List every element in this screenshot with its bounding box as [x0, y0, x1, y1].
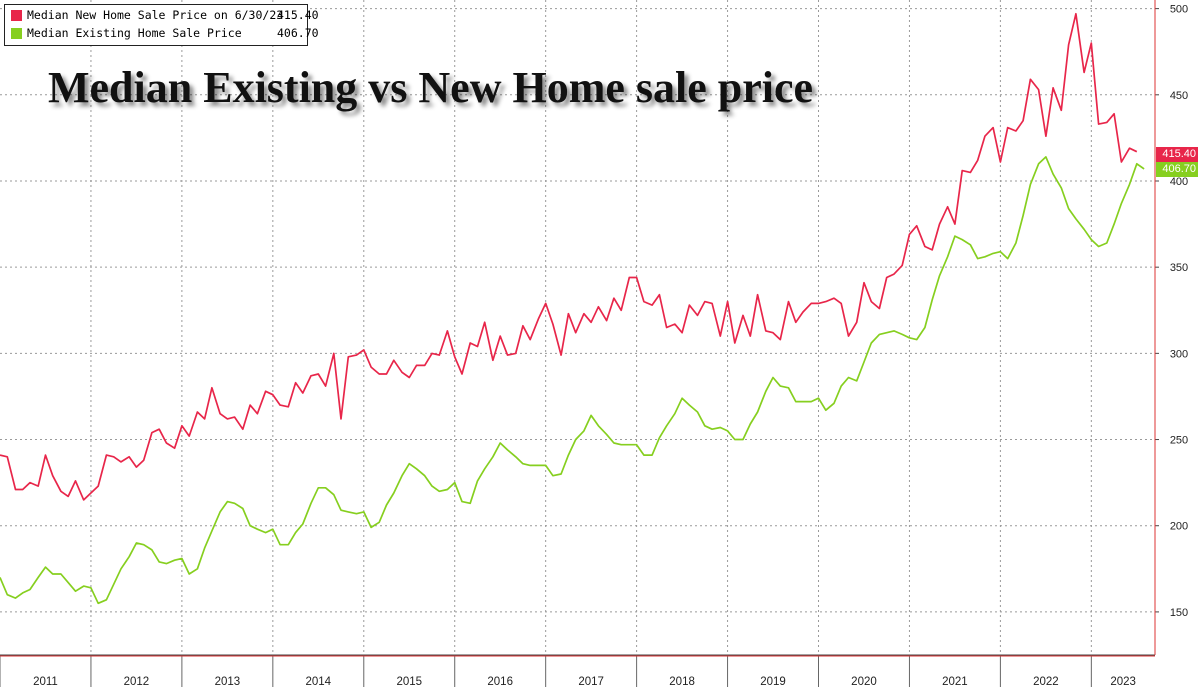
x-tick-label: 2021: [942, 676, 968, 687]
legend-item-new-home: Median New Home Sale Price on 6/30/23 41…: [9, 8, 319, 24]
series-line-new-home: [0, 12, 1138, 501]
y-tick-label: 300: [1170, 348, 1188, 360]
y-tick-label: 350: [1170, 262, 1188, 274]
y-tick-label: 450: [1170, 90, 1188, 102]
legend-label-new-home: Median New Home Sale Price on 6/30/23: [27, 8, 284, 22]
x-tick-label: 2013: [215, 676, 241, 687]
x-tick-label: 2014: [306, 676, 332, 687]
legend-label-existing-home: Median Existing Home Sale Price: [27, 26, 242, 40]
last-value-tag-new-home: 415.40: [1156, 146, 1198, 162]
legend-item-existing-home: Median Existing Home Sale Price 406.70: [9, 26, 319, 42]
x-tick-label: 2018: [669, 676, 695, 687]
x-tick-label: 2017: [578, 676, 604, 687]
x-tick-label: 2015: [396, 676, 422, 687]
legend-value-new-home: 415.40: [277, 8, 319, 22]
y-tick-label: 500: [1170, 4, 1188, 16]
grid: [0, 0, 1155, 655]
x-tick-label: 2020: [851, 676, 877, 687]
x-tick-label: 2022: [1033, 676, 1059, 687]
legend-swatch-new-home: [11, 10, 22, 21]
series: [0, 12, 1145, 605]
x-tick-label: 2012: [124, 676, 150, 687]
last-value-tag-existing-home: 406.70: [1156, 161, 1198, 177]
legend-swatch-existing-home: [11, 28, 22, 39]
y-tick-label: 400: [1170, 176, 1188, 188]
x-tick-label: 2011: [33, 676, 58, 687]
y-tick-label: 250: [1170, 435, 1188, 447]
legend: Median New Home Sale Price on 6/30/23 41…: [4, 4, 319, 46]
x-tick-label: 2016: [487, 676, 513, 687]
y-tick-label: 150: [1170, 607, 1188, 619]
legend-value-existing-home: 406.70: [277, 26, 319, 40]
x-tick-label: 2019: [760, 676, 786, 687]
x-tick-label: 2023: [1110, 676, 1136, 687]
chart-title: Median Existing vs New Home sale price: [48, 63, 814, 112]
series-line-existing-home: [0, 156, 1145, 605]
y-tick-label: 200: [1170, 521, 1188, 533]
